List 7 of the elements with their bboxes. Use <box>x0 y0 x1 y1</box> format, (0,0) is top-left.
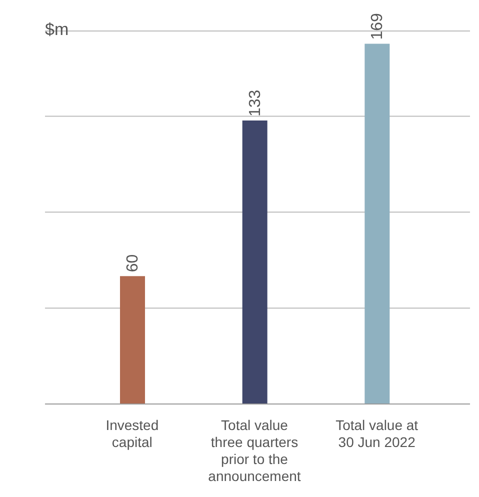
x-tick-label: Total value at 30 Jun 2022 <box>336 417 418 450</box>
data-label: 60 <box>124 254 142 272</box>
data-label: 169 <box>369 12 386 40</box>
data-label: 133 <box>246 90 264 117</box>
x-tick-label: Total value three quarters prior to the announcement <box>208 417 301 484</box>
x-tick-label: Invested capital <box>106 417 159 450</box>
y-axis-title: $m <box>45 20 69 40</box>
